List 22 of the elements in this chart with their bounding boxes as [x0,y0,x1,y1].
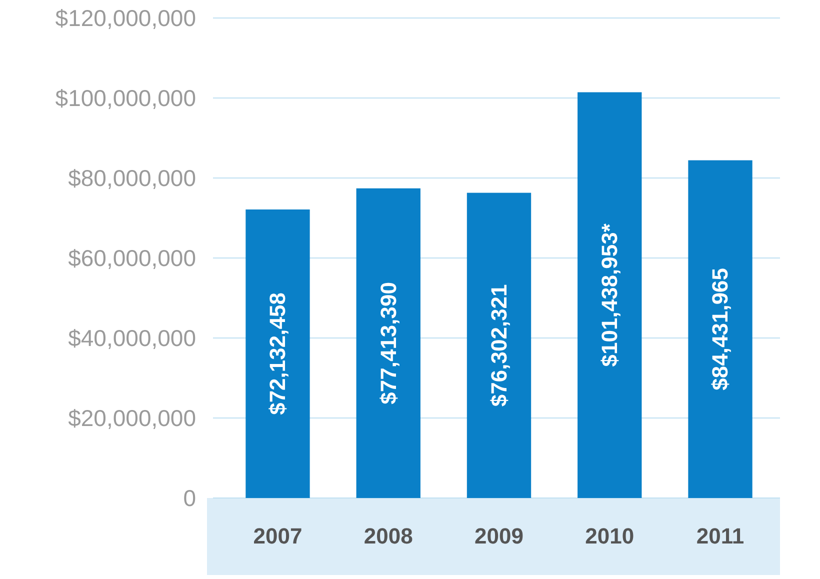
y-tick-label: 0 [183,485,196,511]
data-label: $77,413,390 [376,282,401,404]
x-tick-label: 2010 [585,524,634,548]
bar [356,188,420,498]
bar [578,92,642,498]
y-tick-label: $40,000,000 [68,325,196,351]
x-tick-label: 2007 [253,524,302,548]
x-tick-label: 2011 [696,524,744,548]
y-tick-label: $60,000,000 [68,245,196,271]
data-label: $76,302,321 [486,284,512,407]
y-tick-label: $120,000,000 [55,5,196,31]
data-label: $101,438,953* [597,223,622,367]
y-tick-label: $80,000,000 [68,165,196,191]
x-tick-label: 2008 [364,524,413,548]
bar [688,160,752,498]
bar [466,192,532,498]
data-label: $84,431,965 [708,268,733,390]
y-tick-label: $100,000,000 [55,85,196,111]
y-tick-label: $20,000,000 [68,405,196,431]
bar [246,209,310,498]
x-tick-label: 2009 [474,524,524,548]
data-label: $72,132,458 [265,292,290,415]
